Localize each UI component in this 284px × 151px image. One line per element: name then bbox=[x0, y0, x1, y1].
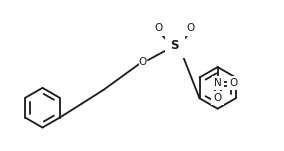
Text: O: O bbox=[214, 93, 222, 103]
Text: S: S bbox=[171, 39, 179, 52]
Text: O: O bbox=[139, 57, 147, 67]
Text: O: O bbox=[229, 78, 238, 88]
Text: O: O bbox=[187, 23, 195, 33]
Text: N: N bbox=[214, 78, 222, 88]
Text: O: O bbox=[155, 23, 163, 33]
